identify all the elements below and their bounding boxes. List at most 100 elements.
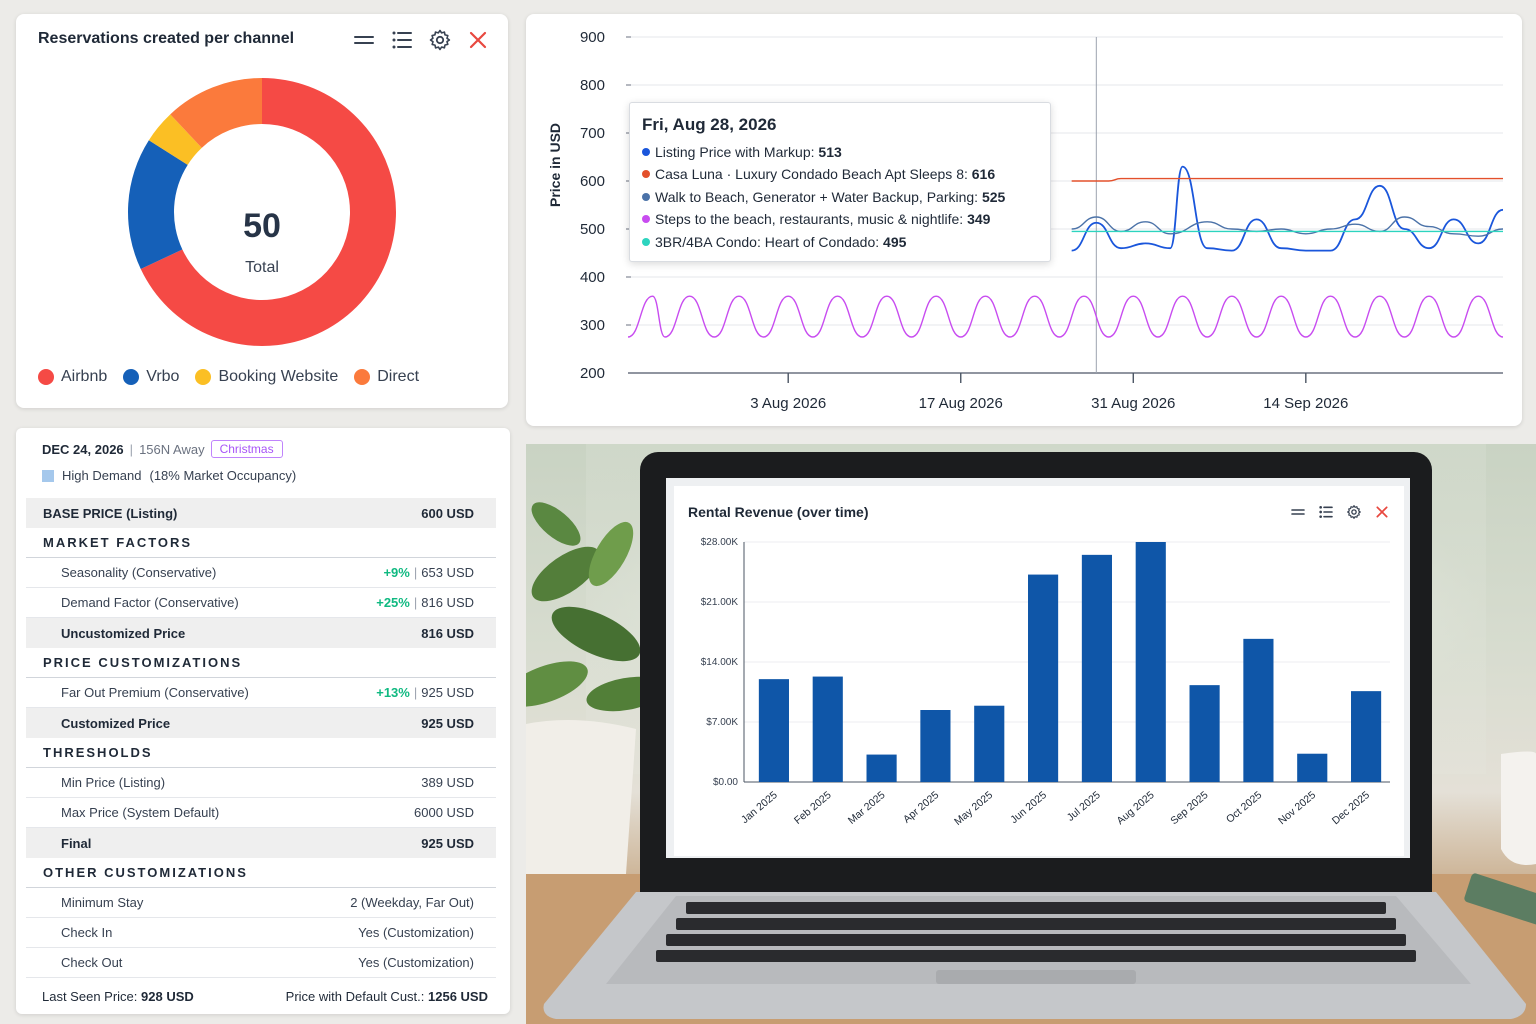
legend-item-airbnb[interactable]: Airbnb xyxy=(38,368,107,386)
y-tick-label: 600 xyxy=(580,173,605,190)
legend-item-vrbo[interactable]: Vrbo xyxy=(123,368,179,386)
laptop-screen: $0.00 $7.00K $14.00K $21.00K $28.00K Jan 2025… xyxy=(666,478,1410,858)
row-label: Check Out xyxy=(61,955,123,970)
trackpad xyxy=(936,970,1136,984)
legend-item-booking-website[interactable]: Booking Website xyxy=(195,368,338,386)
series-line-listing-price-with-markup[interactable] xyxy=(1071,165,1504,252)
donut-slice-direct[interactable] xyxy=(170,78,262,148)
row-label: Far Out Premium (Conservative) xyxy=(61,685,249,700)
bar-dec-2025[interactable] xyxy=(1351,691,1382,782)
tooltip-dot xyxy=(642,215,650,224)
close-icon[interactable] xyxy=(1374,504,1390,520)
bar-x-tick-label: Jun 2025 xyxy=(1008,789,1049,826)
bar-x-tick-label: Jul 2025 xyxy=(1065,789,1103,824)
bar-y-tick-label: $0.00 xyxy=(713,777,738,788)
bar-apr-2025[interactable] xyxy=(920,710,951,782)
header-separator: | xyxy=(129,441,134,457)
row-value: 925 USD xyxy=(421,835,474,851)
menu-lines-icon[interactable] xyxy=(352,28,376,52)
row-value: 2 (Weekday, Far Out) xyxy=(350,895,474,910)
row-percent: +9% xyxy=(383,565,410,580)
price-row-seasonality-conservative: Seasonality (Conservative) +9% | 653 USD xyxy=(26,558,496,588)
row-label: Minimum Stay xyxy=(61,895,144,910)
bar-chart-title: Rental Revenue (over time) xyxy=(688,504,869,520)
bar-jan-2025[interactable] xyxy=(758,679,789,782)
bar-x-tick-label: Jan 2025 xyxy=(739,789,780,826)
close-icon[interactable] xyxy=(466,28,490,52)
x-tick-label: 3 Aug 2026 xyxy=(750,395,826,412)
row-value-group: 2 (Weekday, Far Out) xyxy=(350,895,474,910)
tooltip-label: Walk to Beach, Generator + Water Backup,… xyxy=(655,188,982,205)
gear-icon[interactable] xyxy=(1346,504,1362,520)
bar-y-tick-label: $14.00K xyxy=(701,657,739,668)
bar-x-tick-label: Apr 2025 xyxy=(901,789,941,826)
mug xyxy=(1501,751,1536,865)
price-line-chart: 200 300 400 500 600 700 800 900 Price in USD 3 Au… xyxy=(547,29,1504,412)
x-tick-label: 14 Sep 2026 xyxy=(1263,395,1348,412)
bar-may-2025[interactable] xyxy=(974,705,1005,782)
tooltip-dot xyxy=(642,170,650,179)
row-separator: | xyxy=(413,565,418,580)
row-value-group: +13% | 925 USD xyxy=(376,685,474,700)
bar-jul-2025[interactable] xyxy=(1081,554,1112,782)
list-icon[interactable] xyxy=(390,28,414,52)
tooltip-label: Steps to the beach, restaurants, music &… xyxy=(655,211,968,228)
row-label: Customized Price xyxy=(61,715,171,731)
series-line-casa-luna-luxury-condado-beach-apt-sleeps-8[interactable] xyxy=(1071,177,1503,182)
row-value: 925 USD xyxy=(421,685,474,700)
tooltip-value: 349 xyxy=(967,211,991,228)
donut-center-label: Total xyxy=(245,259,279,276)
row-label: Demand Factor (Conservative) xyxy=(61,595,239,610)
row-label: Check In xyxy=(61,925,113,940)
y-tick-label: 200 xyxy=(580,365,605,382)
bar-x-tick-label: Nov 2025 xyxy=(1276,789,1318,827)
bar-mar-2025[interactable] xyxy=(866,754,897,782)
demand-label: High Demand xyxy=(62,468,142,483)
bar-sep-2025[interactable] xyxy=(1189,685,1220,782)
section-header-price-customizations: PRICE CUSTOMIZATIONS xyxy=(26,648,496,678)
section-header-other-customizations: OTHER CUSTOMIZATIONS xyxy=(26,858,496,888)
legend-dot xyxy=(123,369,140,385)
series-line-steps-to-the-beach-restaurants-music-nightlife[interactable] xyxy=(627,295,1504,338)
laptop-photo: $0.00 $7.00K $14.00K $21.00K $28.00K Jan 2025… xyxy=(526,444,1536,1024)
donut-slice-vrbo[interactable] xyxy=(128,140,188,270)
bar-aug-2025[interactable] xyxy=(1135,542,1166,782)
menu-lines-icon[interactable] xyxy=(1290,504,1306,520)
row-label: Uncustomized Price xyxy=(61,625,186,641)
donut-slice-airbnb[interactable] xyxy=(140,78,396,347)
row-label: Max Price (System Default) xyxy=(61,805,220,820)
bar-oct-2025[interactable] xyxy=(1243,638,1274,782)
row-value-group: 816 USD xyxy=(421,626,474,641)
tooltip-value: 513 xyxy=(818,144,842,160)
bar-nov-2025[interactable] xyxy=(1297,753,1328,782)
reservations-donut-chart: 50 Total xyxy=(128,78,396,347)
x-tick-label: 17 Aug 2026 xyxy=(919,395,1003,412)
bar-jun-2025[interactable] xyxy=(1028,574,1059,782)
list-icon[interactable] xyxy=(1318,504,1334,520)
event-tag[interactable]: Christmas xyxy=(210,440,283,458)
row-value-group: Yes (Customization) xyxy=(358,925,474,940)
row-value: Yes (Customization) xyxy=(358,955,474,970)
days-away: 156N Away xyxy=(139,441,205,457)
y-tick-label: 700 xyxy=(580,125,605,142)
row-value: 6000 USD xyxy=(414,805,474,820)
price-row-check-out: Check Out Yes (Customization) xyxy=(26,948,496,978)
price-row-demand-factor-conservative: Demand Factor (Conservative) +25% | 816 USD xyxy=(26,588,496,618)
gear-icon[interactable] xyxy=(428,28,452,52)
rental-revenue-chart: $0.00 $7.00K $14.00K $21.00K $28.00K Jan 2025… xyxy=(701,537,1390,828)
row-value-group: 925 USD xyxy=(421,836,474,851)
price-row-uncustomized-price: Uncustomized Price 816 USD xyxy=(26,618,496,648)
row-label: MARKET FACTORS xyxy=(43,535,193,550)
legend-item-direct[interactable]: Direct xyxy=(354,368,419,386)
bar-feb-2025[interactable] xyxy=(812,676,843,782)
price-breakdown-card: DEC 24, 2026 | 156N Away Christmas High … xyxy=(16,428,510,1014)
price-row-far-out-premium-conservative: Far Out Premium (Conservative) +13% | 925 U… xyxy=(26,678,496,708)
donut-slice-booking-website[interactable] xyxy=(148,114,202,165)
row-value: Yes (Customization) xyxy=(358,925,474,940)
series-line-walk-to-beach-generator-water-backup-parking[interactable] xyxy=(1071,216,1504,237)
row-value-group: Yes (Customization) xyxy=(358,955,474,970)
price-row-min-price-listing: Min Price (Listing) 389 USD xyxy=(26,768,496,798)
y-tick-label: 300 xyxy=(580,317,605,334)
tooltip-value: 616 xyxy=(971,166,996,183)
reservations-per-channel-card: Reservations created per channel 50 Tota… xyxy=(16,14,508,408)
